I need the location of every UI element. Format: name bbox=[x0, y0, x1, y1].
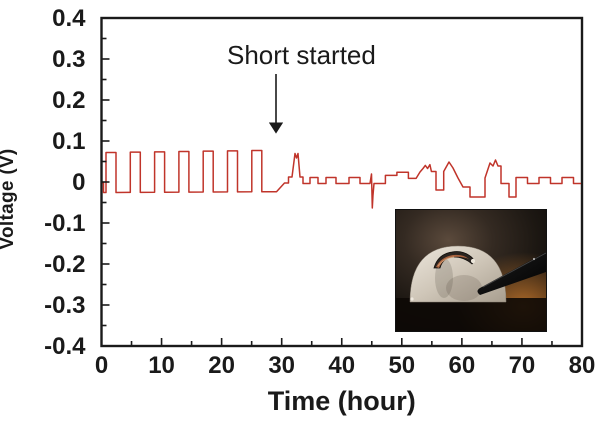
svg-text:Short started: Short started bbox=[227, 40, 376, 70]
svg-text:0.4: 0.4 bbox=[52, 5, 86, 32]
svg-text:80: 80 bbox=[569, 352, 596, 379]
svg-text:60: 60 bbox=[449, 352, 476, 379]
svg-text:-0.3: -0.3 bbox=[44, 292, 85, 319]
svg-text:0.2: 0.2 bbox=[52, 87, 85, 114]
svg-text:0.1: 0.1 bbox=[52, 128, 85, 155]
svg-text:-0.4: -0.4 bbox=[44, 333, 86, 360]
svg-text:50: 50 bbox=[388, 352, 415, 379]
svg-text:0.3: 0.3 bbox=[52, 46, 85, 73]
svg-text:20: 20 bbox=[208, 352, 235, 379]
svg-text:0: 0 bbox=[95, 352, 108, 379]
svg-text:10: 10 bbox=[148, 352, 175, 379]
svg-text:30: 30 bbox=[268, 352, 295, 379]
svg-text:40: 40 bbox=[328, 352, 355, 379]
svg-text:0: 0 bbox=[72, 169, 85, 196]
svg-text:-0.2: -0.2 bbox=[44, 251, 85, 278]
svg-text:70: 70 bbox=[509, 352, 536, 379]
svg-text:-0.1: -0.1 bbox=[44, 210, 85, 237]
